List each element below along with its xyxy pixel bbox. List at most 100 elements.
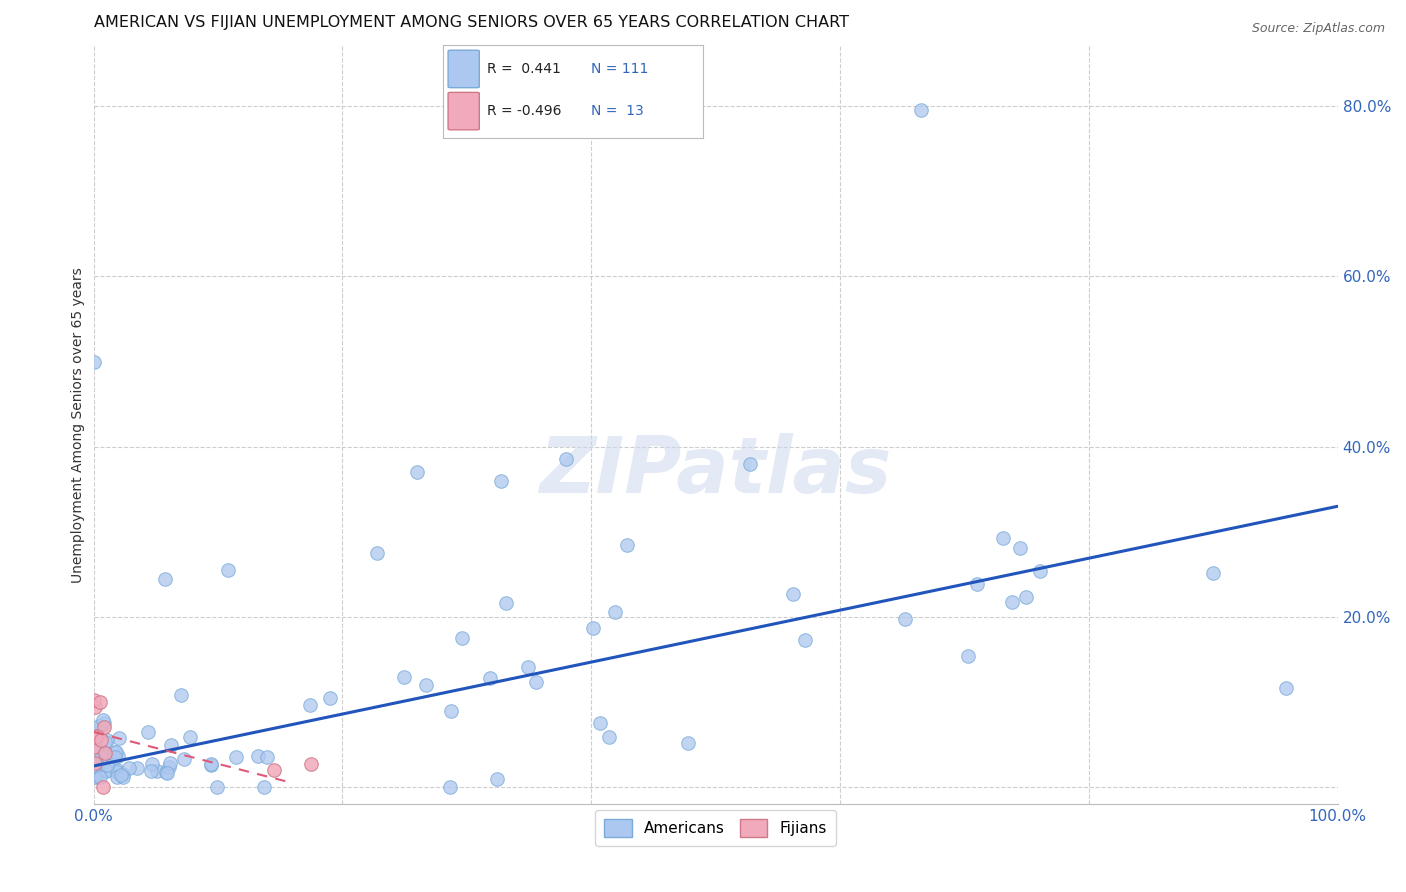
Point [793,633,815,648]
Point [83,737,105,751]
Point [84,753,107,767]
Point [86,729,108,743]
Point [405,465,427,479]
Point [894,612,917,626]
Point [247,749,270,764]
Point [90,750,112,764]
Point [83,693,105,707]
Point [956,649,979,664]
Point [83,759,105,773]
Point [83,733,105,747]
Point [91,713,114,727]
Point [94,746,117,760]
Point [155,764,177,779]
Text: N =  13: N = 13 [591,104,644,118]
Point [84,730,107,744]
Point [173,752,195,766]
Point [263,763,285,777]
Point [83,768,105,782]
Point [105,770,128,784]
Point [157,760,180,774]
Point [1029,564,1052,578]
Point [89,719,111,733]
Point [83,767,105,781]
Point [96,763,118,777]
Point [450,631,472,645]
Point [139,764,162,778]
Point [676,736,699,750]
Point [392,670,415,684]
Point [90,749,112,764]
Point [179,730,201,744]
Text: R =  0.441: R = 0.441 [486,62,561,76]
Text: R = -0.496: R = -0.496 [486,104,561,118]
Point [1015,590,1038,604]
Point [598,730,620,744]
Point [91,744,114,758]
Point [910,103,932,118]
Point [170,688,193,702]
Point [127,761,149,775]
Point [366,546,388,560]
Point [136,724,159,739]
Point [205,780,228,795]
Point [91,780,114,795]
Point [966,577,988,591]
Point [603,605,626,619]
Point [200,757,222,772]
Point [94,764,117,779]
Point [84,700,107,714]
Point [87,764,110,779]
Point [256,750,278,764]
Point [489,474,512,488]
Point [90,732,112,747]
Point [991,531,1014,545]
Point [83,756,105,770]
Point [83,765,105,780]
Point [146,764,169,778]
Point [83,757,105,772]
Point [738,457,761,471]
Point [86,745,108,759]
Point [298,698,321,712]
Point [217,563,239,577]
Point [83,740,105,755]
Point [84,759,107,773]
Text: ZIPatlas: ZIPatlas [540,433,891,508]
Point [86,743,108,757]
Text: Source: ZipAtlas.com: Source: ZipAtlas.com [1251,22,1385,36]
Point [105,763,128,777]
Point [83,765,105,780]
Point [89,770,111,784]
Point [83,735,105,749]
Point [89,695,111,709]
Point [524,675,547,690]
Point [299,757,322,772]
Point [86,770,108,784]
Point [1001,595,1024,609]
Point [1201,566,1223,580]
Text: N = 111: N = 111 [591,62,648,76]
Point [486,772,509,786]
Point [1274,681,1296,695]
Point [93,715,115,730]
Point [439,780,461,795]
FancyBboxPatch shape [449,93,479,130]
Y-axis label: Unemployment Among Seniors over 65 years: Unemployment Among Seniors over 65 years [72,268,86,583]
Point [252,780,274,795]
Point [93,748,115,763]
Point [141,757,163,772]
Point [83,756,105,770]
Point [225,749,247,764]
Point [440,704,463,718]
Point [90,719,112,733]
Point [200,757,222,772]
Point [105,746,128,760]
Point [83,743,105,757]
Point [153,572,176,586]
Point [582,621,605,635]
Point [83,741,105,756]
Point [110,767,132,781]
Point [107,749,129,764]
Point [616,538,638,552]
